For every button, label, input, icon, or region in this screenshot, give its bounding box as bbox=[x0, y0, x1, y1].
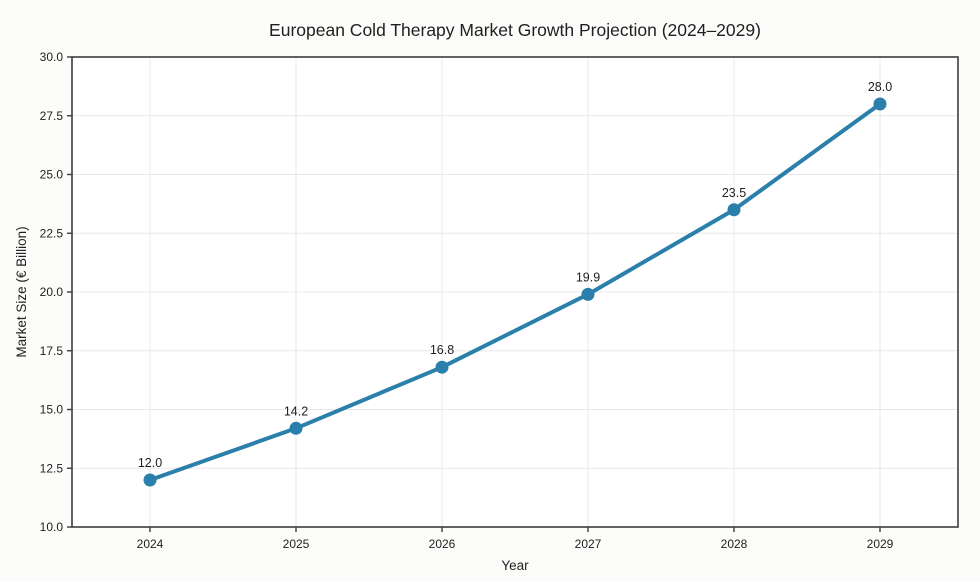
y-tick-label: 12.5 bbox=[40, 461, 64, 475]
axis-layer: 10.0 12.5 15.0 17.5 20.0 22.5 25.0 27.5 30.0 2024… bbox=[40, 50, 959, 551]
x-tick-label: 2027 bbox=[575, 537, 602, 551]
data-point-label: 23.5 bbox=[722, 186, 746, 200]
data-point-label: 19.9 bbox=[576, 270, 600, 284]
plot-spines bbox=[71, 56, 959, 528]
data-point-marker bbox=[727, 203, 741, 217]
data-point-marker bbox=[289, 421, 303, 435]
data-point-label: 12.0 bbox=[138, 456, 162, 470]
x-tick-label: 2028 bbox=[721, 537, 748, 551]
data-point-marker bbox=[435, 360, 449, 374]
y-axis-label: Market Size (€ Billion) bbox=[14, 226, 29, 357]
data-point-label: 28.0 bbox=[868, 80, 892, 94]
data-point-marker bbox=[873, 97, 887, 111]
y-tick-label: 17.5 bbox=[40, 344, 64, 358]
y-tick-label: 10.0 bbox=[40, 520, 64, 534]
y-tick-label: 22.5 bbox=[40, 226, 64, 240]
chart-title: European Cold Therapy Market Growth Proj… bbox=[269, 20, 761, 40]
y-tick-label: 27.5 bbox=[40, 109, 64, 123]
data-point-label: 16.8 bbox=[430, 343, 454, 357]
y-tick-label: 15.0 bbox=[40, 403, 64, 417]
x-tick-label: 2026 bbox=[429, 537, 456, 551]
x-tick-label: 2024 bbox=[137, 537, 164, 551]
data-point-marker bbox=[143, 473, 157, 487]
x-tick-label: 2025 bbox=[283, 537, 310, 551]
y-tick-label: 20.0 bbox=[40, 285, 64, 299]
y-tick-label: 25.0 bbox=[40, 168, 64, 182]
market-size-line bbox=[148, 102, 882, 482]
data-series-layer: 12.0 14.2 16.8 19.9 23.5 28.0 bbox=[138, 80, 892, 487]
data-point-label: 14.2 bbox=[284, 404, 308, 418]
y-tick-label: 30.0 bbox=[40, 50, 64, 64]
x-axis-label: Year bbox=[501, 558, 529, 573]
data-point-marker bbox=[581, 287, 595, 301]
x-tick-label: 2029 bbox=[867, 537, 894, 551]
